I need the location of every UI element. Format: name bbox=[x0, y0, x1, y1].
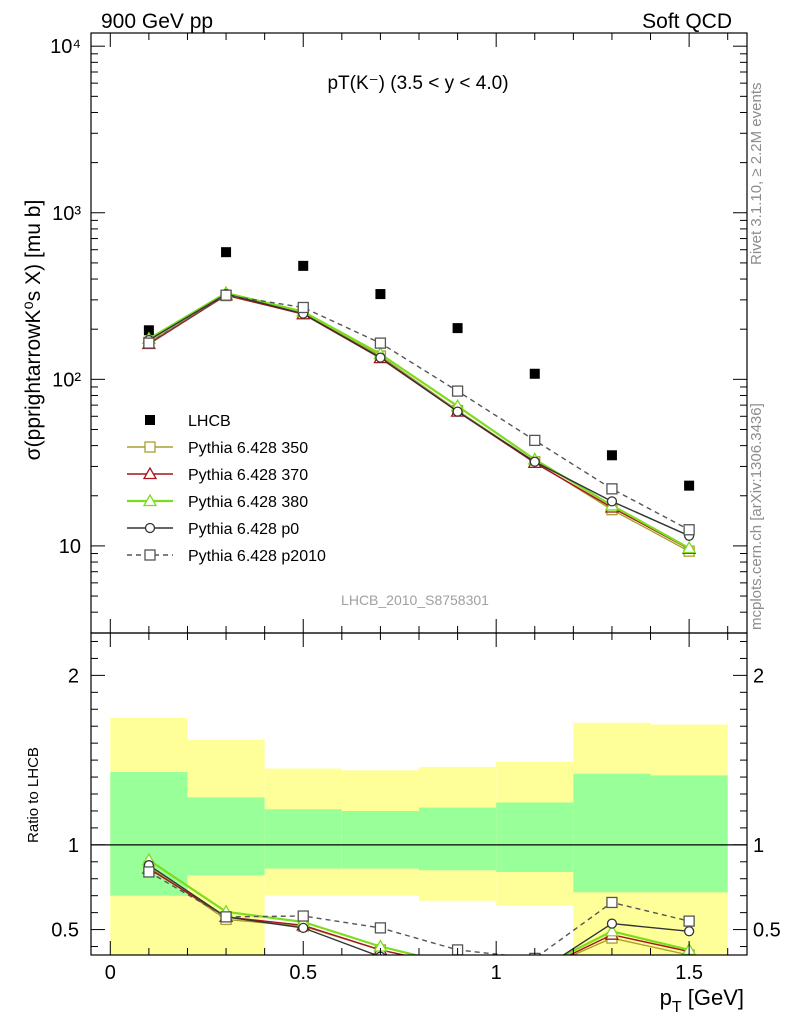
main-series-line bbox=[148, 294, 690, 531]
legend-label: Pythia 6.428 350 bbox=[188, 440, 308, 457]
main-data-point bbox=[683, 524, 695, 536]
ratio-data-point bbox=[453, 962, 463, 972]
main-data-point bbox=[375, 352, 386, 363]
legend-label: Pythia 6.428 370 bbox=[188, 467, 308, 484]
ratio-data-point bbox=[530, 967, 540, 977]
main-data-point bbox=[374, 337, 387, 349]
ratio-y-tick-label: 2 bbox=[68, 665, 79, 687]
ratio-data-point bbox=[452, 961, 464, 972]
ratio-data-point bbox=[530, 969, 539, 978]
main-chart-title: pT(K⁻) (3.5 < y < 4.0) bbox=[327, 73, 508, 94]
ratio-y-tick-label: 2 bbox=[753, 665, 764, 687]
main-data-point bbox=[220, 289, 232, 301]
main-data-point bbox=[606, 450, 617, 461]
main-data-point bbox=[684, 480, 695, 491]
x-axis-label: pT [GeV] bbox=[660, 985, 744, 1016]
legend-marker bbox=[145, 415, 155, 425]
rivet-label: Rivet 3.1.10, ≥ 2.2M events bbox=[748, 83, 765, 266]
ratio-data-point bbox=[453, 963, 462, 972]
ratio-series-line bbox=[148, 871, 690, 955]
ratio-data-point bbox=[374, 922, 387, 934]
uncertainty-band-inner bbox=[650, 775, 728, 893]
legend-marker bbox=[144, 522, 156, 534]
legend-marker bbox=[144, 549, 156, 561]
main-data-point bbox=[681, 540, 697, 554]
ratio-series-line bbox=[148, 864, 690, 955]
ratio-panel: 0.5 0.5 1 1 2 2 0 0.5 1 1.5 bbox=[51, 632, 781, 984]
x-tick-label: 0 bbox=[105, 962, 116, 984]
uncertainty-band-inner bbox=[341, 810, 419, 869]
ratio-series-line bbox=[148, 859, 690, 955]
main-data-point bbox=[529, 368, 540, 379]
ratio-data-point bbox=[683, 926, 695, 937]
main-data-point bbox=[452, 406, 463, 417]
main-data-point bbox=[375, 289, 386, 300]
main-series-group bbox=[141, 247, 697, 557]
ratio-data-point bbox=[220, 911, 232, 923]
ratio-data-point bbox=[452, 959, 464, 970]
analysis-label: LHCB_2010_S8758301 bbox=[341, 592, 489, 608]
main-panel: 10 10² 10³ 10⁴ bbox=[50, 32, 748, 634]
main-data-point bbox=[221, 247, 232, 258]
x-tick-label: 1 bbox=[491, 962, 502, 984]
uncertainty-band-inner bbox=[264, 809, 342, 869]
ratio-data-point bbox=[683, 915, 695, 927]
main-data-point bbox=[298, 260, 309, 271]
legend-marker bbox=[142, 466, 158, 480]
ratio-data-point bbox=[606, 918, 618, 929]
ratio-data-point bbox=[298, 922, 309, 934]
ratio-data-point bbox=[529, 966, 541, 977]
process-label: Soft QCD bbox=[642, 10, 732, 33]
ratio-data-point bbox=[606, 896, 618, 909]
ratio-y-tick-label: 0.5 bbox=[51, 920, 79, 942]
main-data-point bbox=[529, 456, 540, 467]
main-data-point bbox=[297, 301, 309, 314]
uncertainty-band-inner bbox=[573, 773, 651, 893]
main-y-tick-label: 10⁴ bbox=[50, 36, 81, 58]
ratio-y-axis-label: Ratio to LHCB bbox=[25, 747, 42, 843]
mcplots-label: mcplots.cern.ch [arXiv:1306.3436] bbox=[748, 403, 765, 630]
energy-label: 900 GeV pp bbox=[101, 10, 213, 33]
x-tick-label: 0.5 bbox=[289, 962, 317, 984]
uncertainty-band-inner bbox=[496, 802, 574, 872]
legend-label: Pythia 6.428 p0 bbox=[188, 521, 299, 538]
main-data-point bbox=[529, 434, 541, 447]
main-y-tick-label: 10² bbox=[52, 369, 81, 391]
main-frame bbox=[90, 32, 748, 634]
ratio-data-point bbox=[143, 866, 155, 878]
main-data-point bbox=[606, 496, 618, 507]
main-y-axis-label: σ(pprightarrowK⁰s X) [mu b] bbox=[22, 200, 45, 461]
x-tick-label: 1.5 bbox=[675, 962, 703, 984]
main-data-point bbox=[143, 325, 154, 336]
legend-label: Pythia 6.428 p2010 bbox=[188, 548, 326, 565]
uncertainty-band-inner bbox=[419, 807, 497, 871]
legend-label: LHCB bbox=[188, 413, 231, 430]
legend-label: Pythia 6.428 380 bbox=[188, 494, 308, 511]
ratio-data-point bbox=[604, 923, 620, 937]
ratio-content bbox=[91, 717, 747, 978]
ratio-data-point bbox=[529, 964, 541, 975]
legend-marker bbox=[144, 441, 156, 453]
legend: LHCB Pythia 6.428 350 Pythia 6.428 370 Pyth… bbox=[127, 413, 326, 565]
main-y-tick-label: 10³ bbox=[52, 203, 81, 225]
main-data-point bbox=[143, 337, 155, 349]
ratio-y-tick-label: 1 bbox=[753, 835, 764, 857]
main-series-line bbox=[148, 291, 690, 550]
ratio-y-tick-label: 1 bbox=[68, 835, 79, 857]
uncertainty-band-inner bbox=[187, 797, 265, 876]
ratio-series-line bbox=[148, 866, 690, 955]
main-y-tick-label: 10 bbox=[59, 536, 81, 558]
main-data-point bbox=[452, 323, 463, 334]
ratio-y-tick-label: 0.5 bbox=[753, 920, 781, 942]
main-data-point bbox=[606, 483, 618, 495]
ratio-data-point bbox=[297, 910, 309, 922]
legend-marker bbox=[142, 493, 158, 507]
main-data-point bbox=[451, 385, 464, 397]
